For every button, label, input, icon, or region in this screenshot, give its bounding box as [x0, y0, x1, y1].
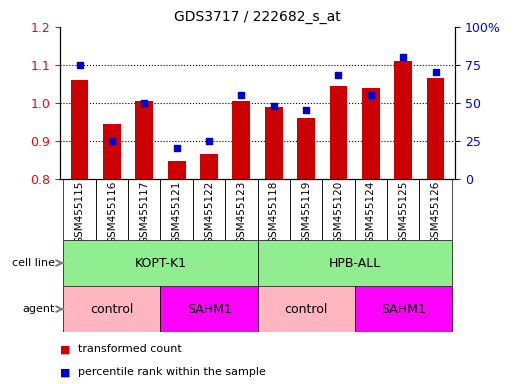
Bar [168, 162, 186, 179]
Point [75, 62, 84, 68]
Point [205, 137, 213, 144]
Point [431, 70, 440, 76]
Text: GSM455124: GSM455124 [366, 180, 376, 244]
Text: SAHM1: SAHM1 [381, 303, 426, 316]
Text: HPB-ALL: HPB-ALL [328, 257, 381, 270]
Text: KOPT-K1: KOPT-K1 [134, 257, 187, 270]
Bar [233, 101, 251, 179]
Text: transformed count: transformed count [78, 344, 182, 354]
Text: GSM455125: GSM455125 [398, 180, 408, 244]
Bar [265, 106, 282, 179]
Text: control: control [90, 303, 133, 316]
Point [302, 107, 310, 113]
Bar [297, 118, 315, 179]
Text: GSM455123: GSM455123 [236, 180, 246, 244]
Text: GSM455116: GSM455116 [107, 180, 117, 244]
Bar [427, 78, 445, 179]
Bar [63, 286, 161, 332]
Point [237, 92, 246, 98]
Text: percentile rank within the sample: percentile rank within the sample [78, 367, 266, 377]
Text: SAHM1: SAHM1 [187, 303, 231, 316]
Text: ■: ■ [60, 367, 71, 377]
Bar [257, 240, 452, 286]
Text: GSM455118: GSM455118 [269, 180, 279, 244]
Text: control: control [285, 303, 328, 316]
Bar [135, 101, 153, 179]
Point [173, 145, 181, 151]
Point [140, 100, 149, 106]
Text: cell line: cell line [12, 258, 55, 268]
Bar [355, 286, 452, 332]
Bar [200, 154, 218, 179]
Text: ■: ■ [60, 344, 71, 354]
Text: GSM455115: GSM455115 [75, 180, 85, 244]
Bar [63, 240, 258, 286]
Title: GDS3717 / 222682_s_at: GDS3717 / 222682_s_at [174, 10, 341, 25]
Text: GSM455122: GSM455122 [204, 180, 214, 244]
Bar [103, 124, 121, 179]
Bar [71, 80, 88, 179]
Bar [394, 61, 412, 179]
Point [108, 137, 116, 144]
Text: GSM455126: GSM455126 [430, 180, 440, 244]
Text: GSM455117: GSM455117 [139, 180, 149, 244]
Text: agent: agent [22, 304, 55, 314]
Bar [329, 86, 347, 179]
Bar [161, 286, 258, 332]
Point [269, 103, 278, 109]
Bar [257, 286, 355, 332]
Point [334, 72, 343, 78]
Point [367, 92, 375, 98]
Text: GSM455121: GSM455121 [172, 180, 181, 244]
Point [399, 54, 407, 60]
Text: GSM455119: GSM455119 [301, 180, 311, 244]
Bar [362, 88, 380, 179]
Text: GSM455120: GSM455120 [334, 180, 344, 244]
